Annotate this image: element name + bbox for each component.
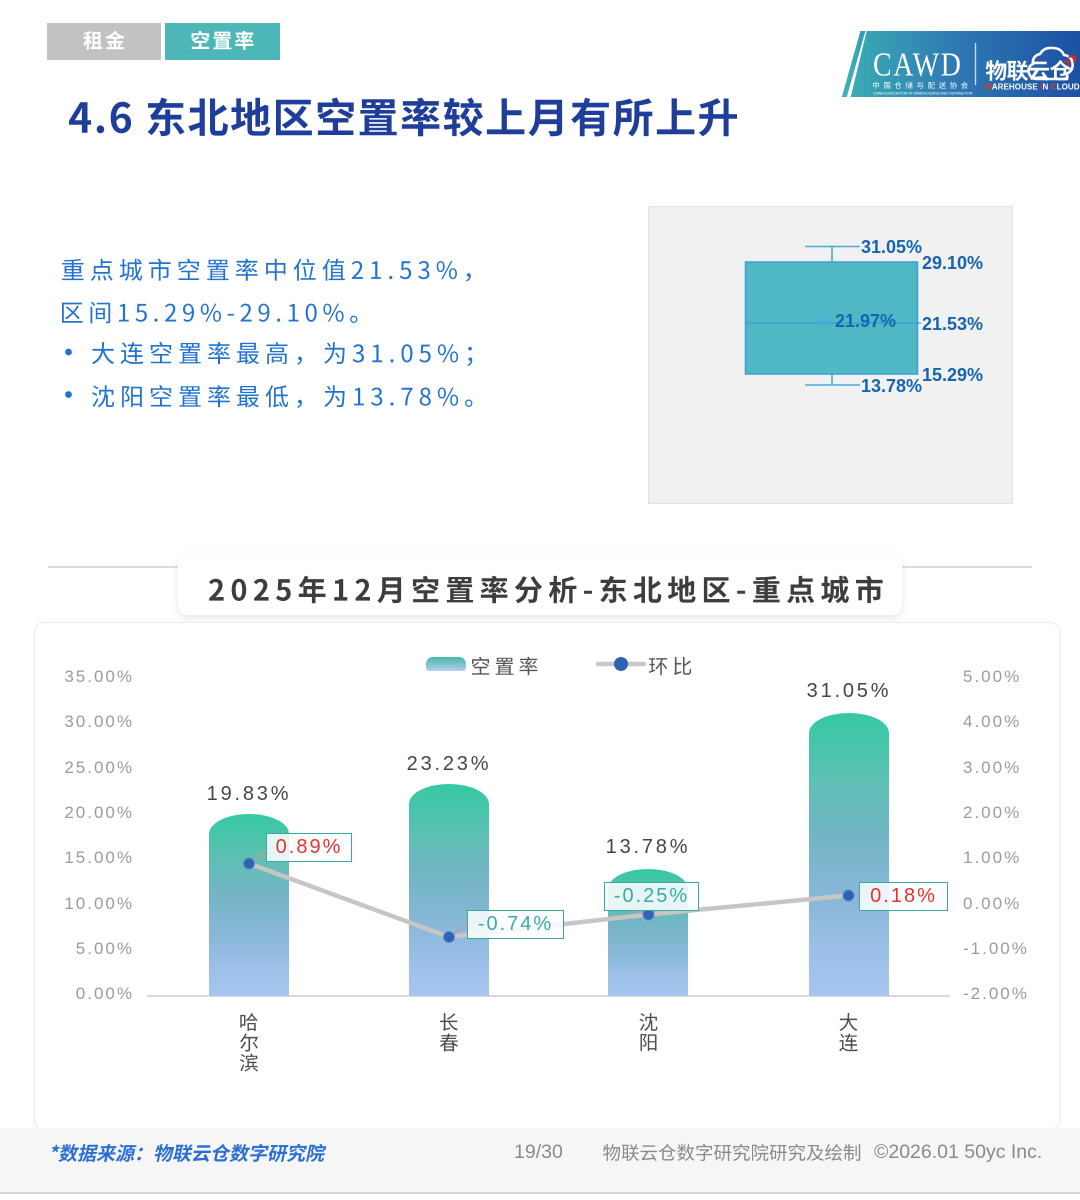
svg-text:CAWD: CAWD xyxy=(873,45,962,83)
svg-text:CHINA ASSOCIATION OF WAREHOUSI: CHINA ASSOCIATION OF WAREHOUSING AND DIS… xyxy=(873,92,973,96)
svg-text:WAREHOUSE IN CLOUD: WAREHOUSE IN CLOUD xyxy=(985,83,1080,92)
